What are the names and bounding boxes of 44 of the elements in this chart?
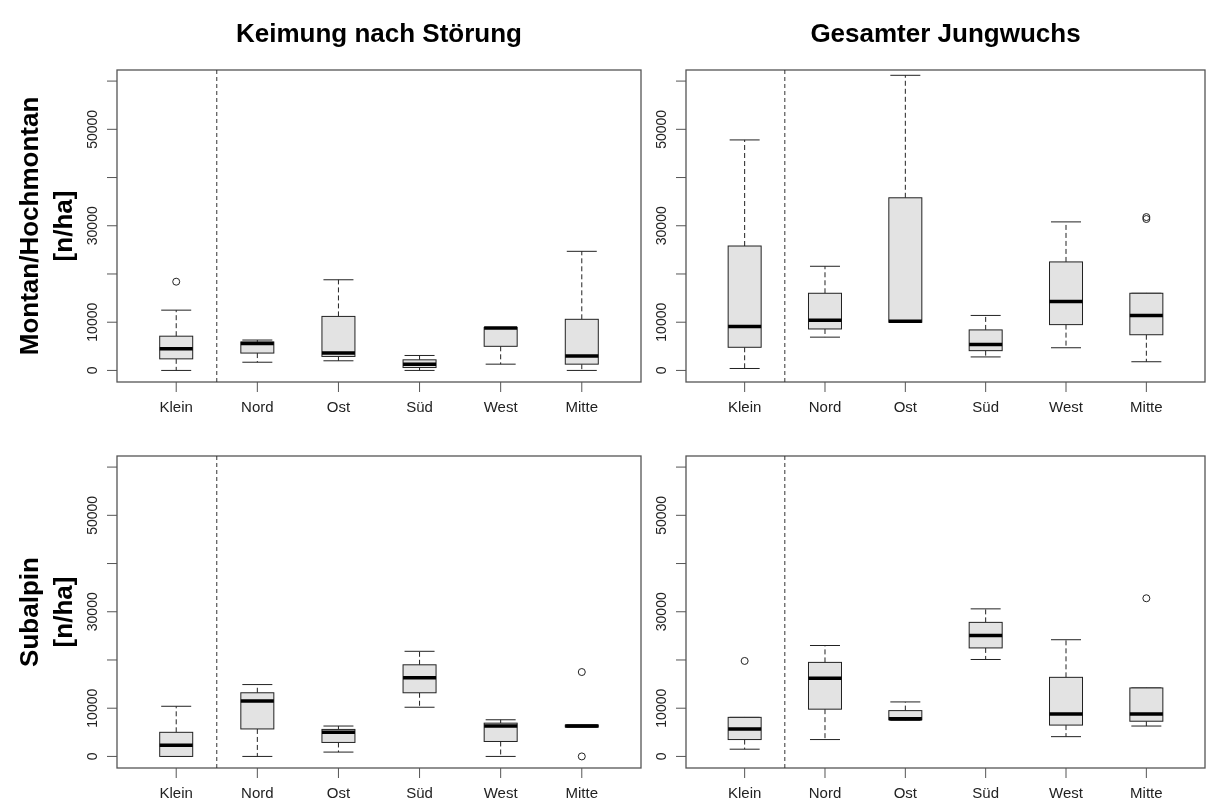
x-tick-label: Ost bbox=[326, 784, 351, 801]
x-tick-label: West bbox=[483, 784, 519, 801]
x-tick-label: Ost bbox=[326, 398, 351, 415]
x-tick-label: Klein bbox=[159, 398, 193, 415]
y-tick-label: 0 bbox=[653, 366, 669, 375]
y-tick-label: 50000 bbox=[84, 109, 100, 149]
x-tick-label: Nord bbox=[241, 784, 274, 801]
y-tick-label: 0 bbox=[653, 752, 669, 761]
y-tick-label: 50000 bbox=[653, 109, 669, 149]
x-tick-label: Süd bbox=[406, 398, 433, 415]
y-tick-label: 30000 bbox=[653, 206, 669, 246]
x-tick-label: Süd bbox=[972, 398, 1000, 415]
y-tick-label: 10000 bbox=[653, 302, 669, 342]
y-tick-label: 30000 bbox=[653, 592, 669, 632]
x-tick-label: Mitte bbox=[565, 784, 599, 801]
x-tick-label: Süd bbox=[972, 784, 1000, 801]
y-tick-label: 30000 bbox=[84, 206, 100, 246]
y-axis-title: Subalpin [n/ha] bbox=[14, 557, 78, 667]
x-tick-label: Nord bbox=[241, 398, 274, 415]
x-tick-label: Mitte bbox=[1130, 784, 1163, 801]
chart-title: Keimung nach Störung bbox=[236, 18, 522, 48]
y-tick-label: 50000 bbox=[653, 495, 669, 535]
y-tick-label: 10000 bbox=[653, 688, 669, 728]
x-tick-label: Klein bbox=[159, 784, 193, 801]
x-tick-label: Ost bbox=[893, 398, 918, 415]
x-tick-label: West bbox=[483, 398, 519, 415]
y-tick-label: 10000 bbox=[84, 302, 100, 342]
y-tick-label: 0 bbox=[84, 366, 100, 375]
y-tick-label: 50000 bbox=[84, 495, 100, 535]
y-tick-label: 0 bbox=[84, 752, 100, 761]
x-tick-label: Ost bbox=[893, 784, 918, 801]
chart-title: Gesamter Jungwuchs bbox=[810, 18, 1081, 48]
y-axis-title: Montan/Hochmontan [n/ha] bbox=[14, 96, 78, 356]
x-tick-label: West bbox=[1049, 398, 1084, 415]
x-tick-label: Nord bbox=[808, 784, 842, 801]
x-tick-label: Klein bbox=[727, 784, 762, 801]
x-tick-label: Mitte bbox=[1130, 398, 1163, 415]
y-tick-label: 30000 bbox=[84, 592, 100, 632]
x-tick-label: Mitte bbox=[565, 398, 599, 415]
x-tick-label: Nord bbox=[808, 398, 842, 415]
x-tick-label: Klein bbox=[727, 398, 762, 415]
x-tick-label: Süd bbox=[406, 784, 433, 801]
y-tick-label: 10000 bbox=[84, 688, 100, 728]
x-tick-label: West bbox=[1049, 784, 1084, 801]
